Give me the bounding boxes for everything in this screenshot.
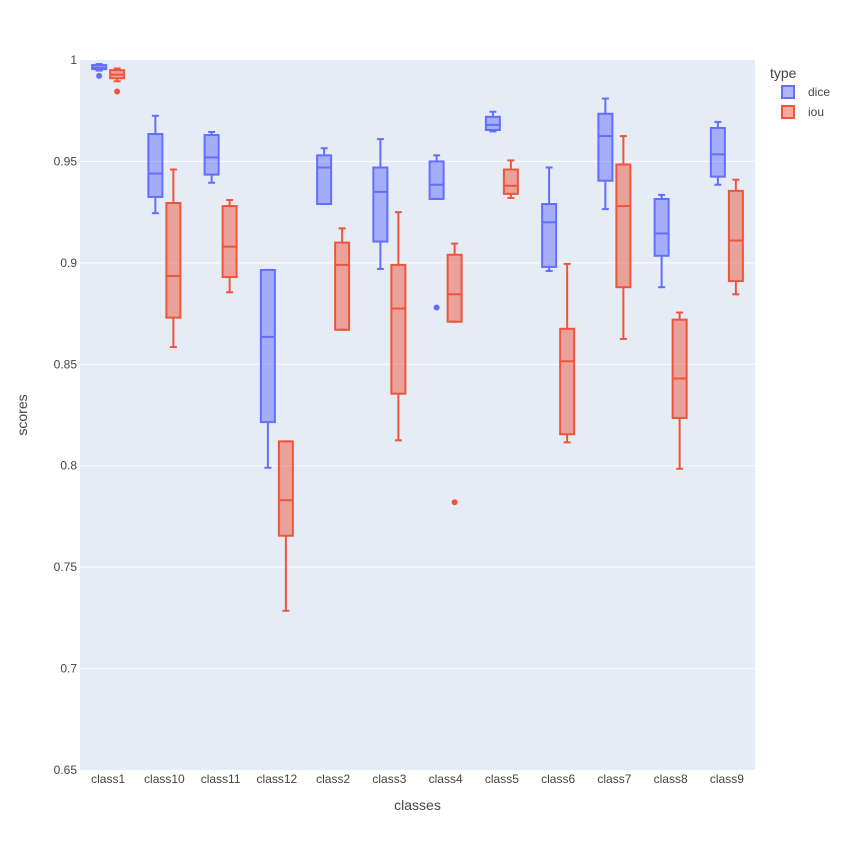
outlier-point xyxy=(96,72,103,79)
box-dice-class6[interactable] xyxy=(541,166,558,272)
box-iou-class11[interactable] xyxy=(221,198,238,294)
x-tick-label: class5 xyxy=(485,772,519,786)
box-body xyxy=(428,160,445,200)
box-iou-class10[interactable] xyxy=(165,168,182,349)
box-body xyxy=(597,112,614,182)
box-body xyxy=(671,318,688,420)
x-tick-label: class12 xyxy=(257,772,298,786)
x-tick-label: class10 xyxy=(144,772,185,786)
y-tick-label: 0.8 xyxy=(60,459,77,473)
box-body xyxy=(147,133,164,198)
legend-label-dice: dice xyxy=(808,85,830,99)
box-iou-class4[interactable] xyxy=(446,242,463,506)
x-tick-label: class6 xyxy=(541,772,575,786)
y-tick-label: 1 xyxy=(70,53,77,67)
box-dice-class9[interactable] xyxy=(709,120,726,186)
box-iou-class5[interactable] xyxy=(502,159,519,199)
x-tick-label: class1 xyxy=(91,772,125,786)
x-axis-ticks: class1 class10 class11 class12 class2 class3 c… xyxy=(91,772,744,786)
box-body xyxy=(541,203,558,268)
box-iou-class6[interactable] xyxy=(559,262,576,444)
series-dice xyxy=(91,63,726,469)
y-tick-label: 0.85 xyxy=(54,357,78,371)
box-dice-class12[interactable] xyxy=(259,268,276,469)
legend-title: type xyxy=(770,65,797,81)
legend-label-iou: iou xyxy=(808,105,824,119)
x-tick-label: class11 xyxy=(201,772,241,786)
box-body xyxy=(372,166,389,243)
box-body xyxy=(615,163,632,289)
outlier-point xyxy=(114,88,121,95)
box-iou-class12[interactable] xyxy=(277,440,294,612)
legend: type dice iou xyxy=(770,65,830,119)
box-body xyxy=(334,241,351,331)
box-dice-class3[interactable] xyxy=(372,138,389,270)
box-dice-class7[interactable] xyxy=(597,97,614,211)
y-tick-label: 0.9 xyxy=(60,256,77,270)
box-iou-class8[interactable] xyxy=(671,311,688,470)
y-grid-lines xyxy=(80,160,755,670)
box-body xyxy=(203,134,220,176)
box-iou-class1[interactable] xyxy=(109,67,126,95)
box-body xyxy=(390,263,407,395)
legend-swatch-iou xyxy=(781,105,795,119)
x-tick-label: class7 xyxy=(597,772,631,786)
box-body xyxy=(502,168,519,195)
x-tick-label: class3 xyxy=(372,772,406,786)
legend-item-iou[interactable]: iou xyxy=(781,105,824,119)
box-iou-class2[interactable] xyxy=(334,227,351,331)
box-dice-class5[interactable] xyxy=(484,110,501,133)
box-body xyxy=(446,253,463,323)
box-dice-class4[interactable] xyxy=(428,154,445,311)
box-body xyxy=(221,205,238,279)
y-tick-label: 0.7 xyxy=(60,662,77,676)
box-body xyxy=(165,202,182,319)
box-dice-class1[interactable] xyxy=(91,63,108,79)
box-dice-class2[interactable] xyxy=(316,147,333,206)
x-axis-title: classes xyxy=(394,797,441,813)
box-iou-class3[interactable] xyxy=(390,211,407,442)
x-tick-label: class9 xyxy=(710,772,744,786)
legend-item-dice[interactable]: dice xyxy=(781,85,830,99)
box-dice-class10[interactable] xyxy=(147,114,164,215)
series-iou xyxy=(109,67,744,612)
legend-swatch-dice xyxy=(781,85,795,99)
outlier-point xyxy=(451,499,458,506)
box-body xyxy=(484,115,501,131)
box-iou-class7[interactable] xyxy=(615,135,632,340)
box-body xyxy=(259,268,276,424)
y-tick-label: 0.95 xyxy=(54,154,78,168)
box-body xyxy=(559,327,576,436)
x-tick-label: class8 xyxy=(654,772,688,786)
y-tick-label: 0.65 xyxy=(54,763,78,777)
box-body xyxy=(653,197,670,257)
y-axis-ticks: 0.65 0.7 0.75 0.8 0.85 0.9 0.95 1 xyxy=(54,53,78,777)
box-body xyxy=(277,440,294,537)
outlier-point xyxy=(433,304,440,311)
box-dice-class8[interactable] xyxy=(653,193,670,289)
x-tick-label: class4 xyxy=(429,772,463,786)
box-body xyxy=(727,189,744,283)
y-tick-label: 0.75 xyxy=(54,560,78,574)
box-body xyxy=(709,126,726,178)
box-iou-class9[interactable] xyxy=(727,178,744,296)
plot-area xyxy=(80,60,755,770)
box-dice-class11[interactable] xyxy=(203,131,220,184)
y-axis-title: scores xyxy=(14,394,30,435)
x-tick-label: class2 xyxy=(316,772,350,786)
box-series xyxy=(91,63,744,612)
box-body xyxy=(316,154,333,206)
